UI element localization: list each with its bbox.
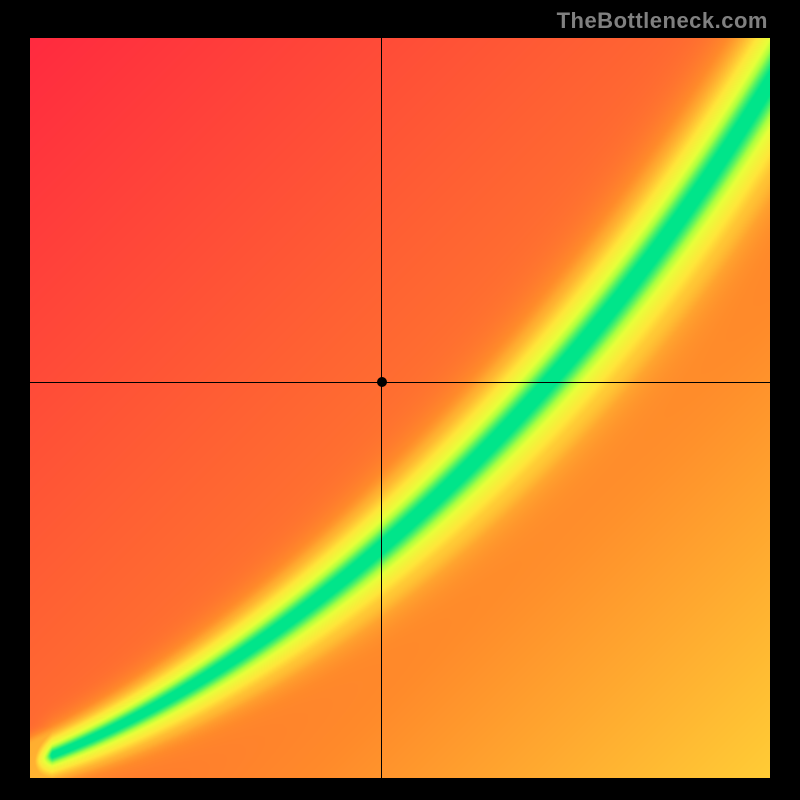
bottleneck-heatmap [30,38,770,778]
crosshair-vertical [381,38,382,778]
heatmap-canvas [30,38,770,778]
attribution-text: TheBottleneck.com [557,8,768,34]
crosshair-horizontal [30,382,770,383]
marker-dot [377,377,387,387]
